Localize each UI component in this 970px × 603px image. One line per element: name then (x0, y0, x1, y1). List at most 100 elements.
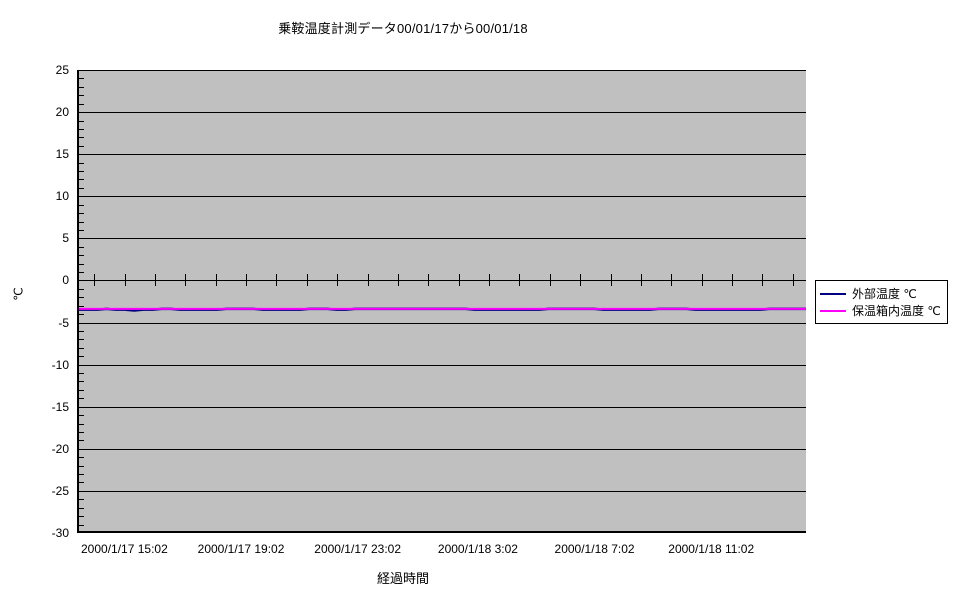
legend-item-label: 保温箱内温度 ℃ (852, 303, 941, 318)
y-axis-minor-tick (79, 247, 84, 248)
x-axis-tick (428, 274, 429, 286)
gridline (79, 196, 806, 197)
y-axis-minor-tick (79, 348, 84, 349)
y-axis-minor-tick (79, 525, 84, 526)
plot-area (77, 70, 806, 533)
y-axis-minor-tick (79, 365, 84, 366)
y-axis-minor-tick (79, 70, 84, 71)
y-axis-minor-tick (79, 154, 84, 155)
y-axis-minor-tick (79, 407, 84, 408)
y-axis-minor-tick (79, 323, 84, 324)
y-axis-minor-tick (79, 381, 84, 382)
x-axis-tick (307, 274, 308, 286)
y-axis-title: ℃ (11, 287, 26, 301)
x-axis-tick (641, 274, 642, 286)
x-axis-tick (125, 274, 126, 286)
x-axis-tick (519, 274, 520, 286)
y-axis-minor-tick (79, 205, 84, 206)
y-axis-minor-tick (79, 196, 84, 197)
x-axis-tick (398, 274, 399, 286)
legend-color-swatch (820, 292, 846, 295)
x-axis-tick (185, 274, 186, 286)
x-axis-tick-label: 2000/1/17 15:02 (81, 542, 168, 556)
y-axis-tick-label: 20 (55, 105, 69, 120)
x-axis-tick (216, 274, 217, 286)
x-axis-tick (702, 274, 703, 286)
y-axis-minor-tick (79, 306, 84, 307)
plot-inner (79, 70, 806, 531)
y-axis-minor-tick (79, 508, 84, 509)
gridline (79, 323, 806, 324)
y-axis-tick-label: -5 (58, 315, 69, 330)
y-axis-minor-tick (79, 222, 84, 223)
y-axis-minor-tick (79, 499, 84, 500)
y-axis-minor-tick (79, 398, 84, 399)
y-axis-minor-tick (79, 474, 84, 475)
y-axis-minor-tick (79, 297, 84, 298)
gridline (79, 238, 806, 239)
legend-item[interactable]: 保温箱内温度 ℃ (820, 302, 941, 319)
x-axis-tick (793, 274, 794, 286)
x-axis-tick (611, 274, 612, 286)
legend: 外部温度 ℃ 保温箱内温度 ℃ (815, 280, 948, 324)
y-axis-minor-tick (79, 213, 84, 214)
y-axis-tick-label: -15 (51, 399, 69, 414)
y-axis-minor-tick (79, 516, 84, 517)
y-axis-minor-tick (79, 146, 84, 147)
y-axis-tick-label: 0 (62, 273, 69, 288)
y-axis-tick-label: 15 (55, 147, 69, 162)
y-axis-minor-tick (79, 78, 84, 79)
gridline (79, 449, 806, 450)
y-axis-minor-tick (79, 373, 84, 374)
y-axis-minor-tick (79, 356, 84, 357)
x-axis-tick (489, 274, 490, 286)
gridline (79, 70, 806, 71)
y-axis-minor-tick (79, 87, 84, 88)
x-axis-title: 経過時間 (376, 571, 429, 586)
y-axis-minor-tick (79, 188, 84, 189)
y-axis-minor-tick (79, 137, 84, 138)
y-axis-minor-tick (79, 457, 84, 458)
legend-item-label: 外部温度 ℃ (852, 286, 917, 301)
x-axis-tick (762, 274, 763, 286)
legend-item[interactable]: 外部温度 ℃ (820, 285, 941, 302)
y-axis-tick-label: 25 (55, 63, 69, 77)
y-axis-tick-label: -30 (51, 526, 69, 540)
x-axis-tick (671, 274, 672, 286)
y-axis-tick-label: 5 (62, 231, 69, 246)
y-axis-minor-tick (79, 171, 84, 172)
y-axis-minor-tick (79, 255, 84, 256)
y-axis-minor-tick (79, 129, 84, 130)
y-axis-minor-tick (79, 238, 84, 239)
x-axis-tick (459, 274, 460, 286)
gridline (79, 154, 806, 155)
legend-color-swatch (820, 309, 846, 312)
x-axis-tick (276, 274, 277, 286)
gridline (79, 365, 806, 366)
y-axis-minor-tick (79, 230, 84, 231)
chart-title: 乗鞍温度計測データ00/01/17から00/01/18 (278, 21, 528, 36)
y-axis-minor-tick (79, 314, 84, 315)
y-axis-tick-label: 10 (55, 189, 69, 204)
y-axis-tick-label: -20 (51, 441, 69, 456)
y-axis-minor-tick (79, 95, 84, 96)
x-axis-tick-label: 2000/1/18 3:02 (437, 542, 518, 556)
y-axis-minor-tick (79, 272, 84, 273)
x-axis-tick-label: 2000/1/17 23:02 (314, 542, 402, 556)
y-axis-minor-tick (79, 179, 84, 180)
gridline (79, 280, 806, 281)
series-lines (79, 70, 806, 531)
x-axis-tick-label: 2000/1/18 11:02 (668, 542, 755, 556)
x-axis-tick-label: 2000/1/17 19:02 (197, 542, 285, 556)
y-axis-minor-tick (79, 466, 84, 467)
gridline (79, 491, 806, 492)
y-axis-minor-tick (79, 424, 84, 425)
x-axis-tick (337, 274, 338, 286)
y-axis-minor-tick (79, 449, 84, 450)
x-axis-tick (94, 274, 95, 286)
y-axis-minor-tick (79, 432, 84, 433)
y-axis-tick-label: -10 (51, 357, 69, 372)
gridline (79, 407, 806, 408)
y-axis-minor-tick (79, 331, 84, 332)
x-axis-tick (155, 274, 156, 286)
